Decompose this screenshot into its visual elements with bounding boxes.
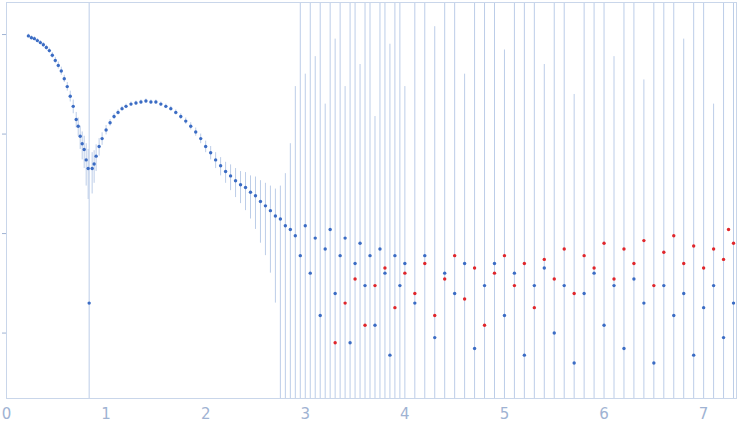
svg-text:6: 6 xyxy=(599,405,609,423)
svg-text:1: 1 xyxy=(101,405,111,423)
svg-text:2: 2 xyxy=(201,405,211,423)
svg-text:5: 5 xyxy=(500,405,510,423)
svg-text:0: 0 xyxy=(2,405,12,423)
svg-text:7: 7 xyxy=(699,405,709,423)
svg-text:4: 4 xyxy=(400,405,410,423)
svg-text:3: 3 xyxy=(300,405,310,423)
